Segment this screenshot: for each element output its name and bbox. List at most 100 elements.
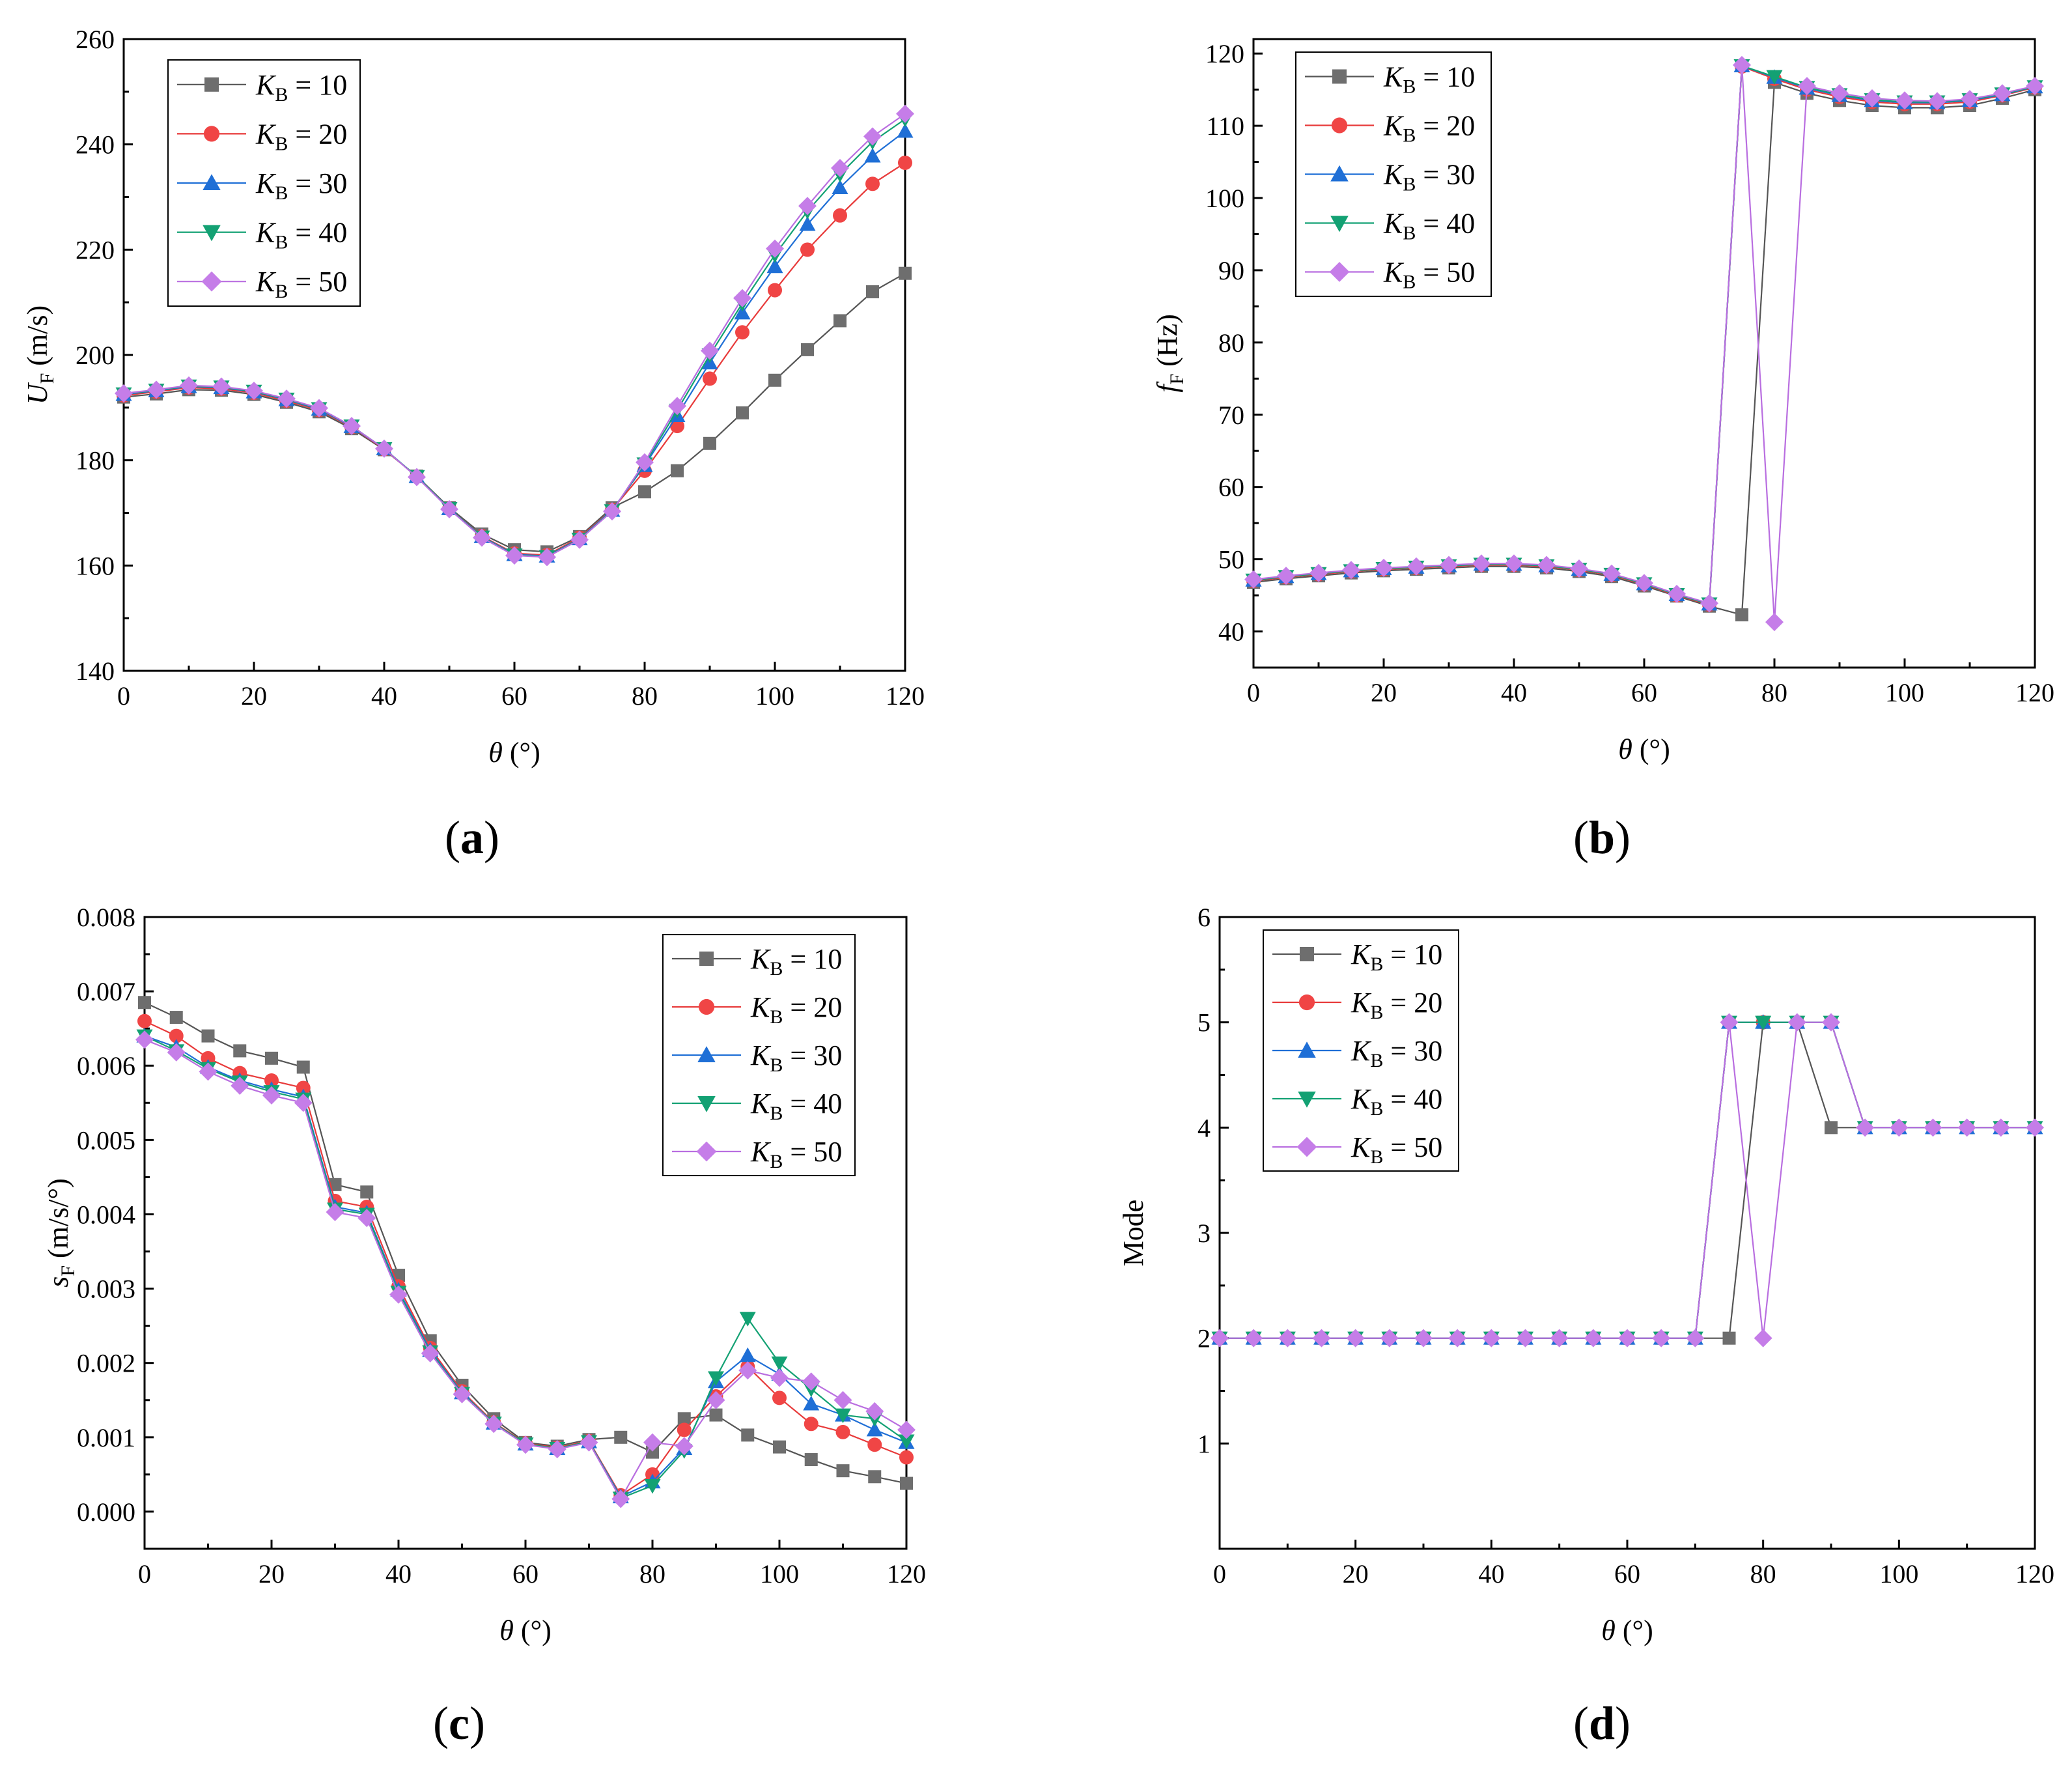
x-tick-label: 80 [639, 1559, 665, 1588]
data-point [638, 485, 651, 499]
y-tick-label: 90 [1218, 256, 1244, 285]
data-point [677, 1412, 691, 1426]
chart-panel-c: 0 20 40 60 80 100 120 0.000 0.001 0.002 0.003 0.004… [42, 903, 926, 1749]
legend-marker [201, 271, 222, 292]
data-point [1550, 1329, 1569, 1348]
data-point [734, 304, 751, 320]
data-point [900, 1476, 913, 1490]
legend-marker [698, 998, 715, 1015]
data-point [611, 1490, 630, 1508]
data-point [1603, 564, 1621, 583]
legend-marker [1330, 216, 1349, 233]
data-point [137, 1013, 152, 1028]
data-point [675, 1437, 693, 1456]
data-point [1733, 55, 1751, 74]
data-point [1735, 608, 1748, 622]
legend-label: KB = 40 [750, 1088, 842, 1124]
chart-panel-a: 0 20 40 60 80 100 120 140 160 180 200 220 240 260 θ (°… [21, 25, 925, 864]
data-point [739, 1312, 756, 1327]
data-point [864, 147, 881, 163]
legend-label: KB = 50 [1383, 257, 1475, 293]
x-tick-label: 80 [632, 681, 658, 711]
data-point [180, 376, 198, 395]
x-tick-label: 100 [1885, 678, 1924, 707]
y-axis-label: fF (Hz) [1151, 314, 1188, 393]
legend-label: KB = 40 [1351, 1083, 1442, 1120]
legend-label: KB = 30 [1351, 1035, 1442, 1071]
x-tick-label: 40 [1478, 1559, 1504, 1588]
data-point [1830, 84, 1849, 103]
y-tick-label: 260 [76, 25, 115, 54]
y-axis-label: sF (m/s/°) [42, 1178, 79, 1288]
panel-label: (b) [1573, 812, 1631, 864]
y-tick-label: 160 [76, 551, 115, 580]
data-point [147, 380, 165, 399]
legend-marker [696, 1141, 717, 1162]
legend-item: KB = 30 [177, 167, 347, 204]
data-point [735, 325, 749, 340]
data-point [603, 502, 621, 521]
legend-item: KB = 20 [1305, 110, 1475, 147]
data-point [1991, 1118, 2010, 1137]
legend-marker [1332, 69, 1347, 84]
data-point [169, 1028, 184, 1043]
data-point [768, 283, 782, 298]
data-point [836, 1464, 850, 1478]
data-point [833, 208, 847, 223]
data-point [264, 1073, 279, 1088]
series-K50 [135, 1030, 916, 1508]
data-point [768, 373, 781, 387]
data-point [1516, 1329, 1535, 1348]
legend-label: KB = 50 [750, 1136, 842, 1172]
data-point [245, 381, 263, 400]
data-point [766, 258, 783, 274]
data-point [798, 197, 817, 216]
data-point [1244, 570, 1263, 589]
x-axis-label: θ (°) [499, 1615, 552, 1646]
data-point [801, 343, 814, 356]
data-point [1505, 554, 1523, 573]
data-point [1448, 1329, 1467, 1348]
data-point [115, 384, 133, 403]
data-point [643, 1433, 662, 1452]
data-point [736, 406, 749, 419]
x-tick-label: 100 [1879, 1559, 1918, 1588]
data-point [294, 1094, 313, 1112]
legend-label: KB = 30 [255, 167, 347, 204]
legend-marker [1330, 165, 1349, 182]
y-tick-label: 80 [1218, 328, 1244, 358]
legend-item: KB = 10 [1305, 61, 1475, 98]
legend-item: KB = 30 [1305, 159, 1475, 195]
data-point [703, 371, 717, 386]
data-point [1652, 1329, 1671, 1348]
data-point [440, 500, 458, 518]
legend: KB = 10 KB = 20 KB = 30 KB = 40 KB = 50 [662, 934, 856, 1176]
x-tick-label: 40 [371, 681, 397, 711]
data-point [1722, 1331, 1736, 1345]
legend-label: KB = 50 [1351, 1131, 1442, 1168]
data-point [1635, 574, 1653, 593]
y-tick-label: 3 [1197, 1219, 1211, 1248]
data-point [709, 1408, 723, 1422]
y-tick-label: 140 [76, 657, 115, 686]
data-point [1957, 1118, 1976, 1137]
legend-label: KB = 20 [1383, 110, 1475, 147]
data-point [1765, 613, 1784, 632]
legend-item: KB = 10 [1272, 939, 1442, 975]
data-point [804, 1417, 819, 1432]
x-tick-label: 40 [385, 1559, 412, 1588]
chart-panel-b: 0 20 40 60 80 100 120 40 50 60 70 80 90 100 110 120 θ (°… [1151, 38, 2054, 864]
data-point [389, 1285, 408, 1304]
x-axis-label: θ (°) [1618, 733, 1670, 765]
data-point [1375, 558, 1393, 577]
legend-marker [203, 126, 220, 142]
data-point [898, 155, 912, 170]
legend: KB = 10 KB = 20 KB = 30 KB = 40 KB = 50 [1295, 51, 1492, 297]
data-point [233, 1044, 247, 1058]
data-point [835, 1424, 850, 1439]
y-tick-label: 180 [76, 446, 115, 475]
data-point [1787, 1013, 1806, 1032]
legend-marker [1300, 947, 1314, 961]
data-point [1440, 556, 1458, 574]
